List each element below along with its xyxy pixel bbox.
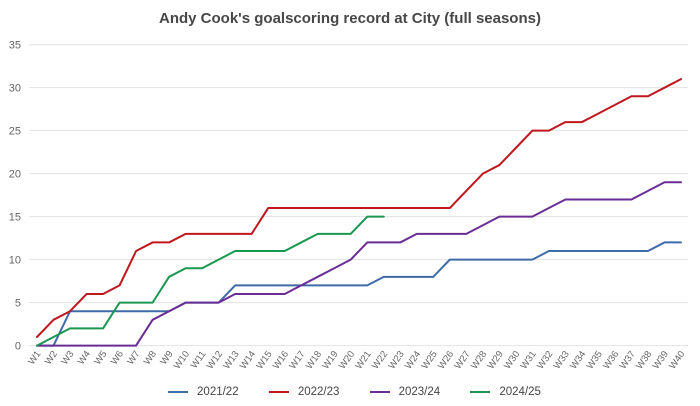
svg-text:W4: W4 (76, 349, 93, 367)
svg-text:5: 5 (15, 298, 21, 310)
svg-text:W27: W27 (453, 349, 473, 371)
svg-text:W15: W15 (254, 349, 274, 371)
svg-text:W25: W25 (420, 349, 440, 371)
svg-text:W33: W33 (552, 349, 572, 371)
svg-text:W8: W8 (142, 349, 159, 367)
svg-text:W26: W26 (436, 349, 456, 371)
svg-text:W12: W12 (205, 349, 225, 371)
svg-text:W10: W10 (172, 349, 192, 371)
svg-text:W39: W39 (651, 349, 671, 371)
svg-text:W34: W34 (568, 349, 588, 371)
svg-text:W17: W17 (287, 349, 307, 371)
svg-text:W21: W21 (353, 349, 373, 371)
svg-text:W24: W24 (403, 349, 423, 371)
svg-text:W28: W28 (469, 349, 489, 371)
svg-text:W37: W37 (618, 349, 638, 371)
svg-text:W5: W5 (92, 349, 109, 367)
svg-text:25: 25 (9, 126, 21, 138)
svg-text:W18: W18 (304, 349, 324, 371)
svg-text:W13: W13 (221, 349, 241, 371)
svg-text:W22: W22 (370, 349, 390, 371)
svg-text:30: 30 (9, 83, 21, 95)
svg-text:W14: W14 (238, 349, 258, 371)
svg-text:W38: W38 (634, 349, 654, 371)
svg-text:W32: W32 (535, 349, 555, 371)
svg-text:W1: W1 (26, 349, 43, 367)
svg-text:W11: W11 (189, 349, 209, 371)
svg-text:15: 15 (9, 212, 21, 224)
svg-text:W2: W2 (43, 349, 60, 367)
svg-text:W35: W35 (585, 349, 605, 371)
svg-text:W29: W29 (486, 349, 506, 371)
svg-text:20: 20 (9, 169, 21, 181)
svg-text:W31: W31 (519, 349, 539, 371)
svg-text:35: 35 (9, 40, 21, 52)
svg-text:W16: W16 (271, 349, 291, 371)
svg-text:10: 10 (9, 255, 21, 267)
svg-text:W40: W40 (667, 349, 687, 371)
svg-text:W7: W7 (125, 349, 142, 367)
svg-text:W23: W23 (387, 349, 407, 371)
svg-text:0: 0 (15, 341, 21, 353)
svg-text:W3: W3 (59, 349, 76, 367)
svg-text:W20: W20 (337, 349, 357, 371)
svg-text:W30: W30 (502, 349, 522, 371)
svg-text:W6: W6 (109, 349, 126, 367)
svg-text:W19: W19 (320, 349, 340, 371)
svg-text:W36: W36 (601, 349, 621, 371)
